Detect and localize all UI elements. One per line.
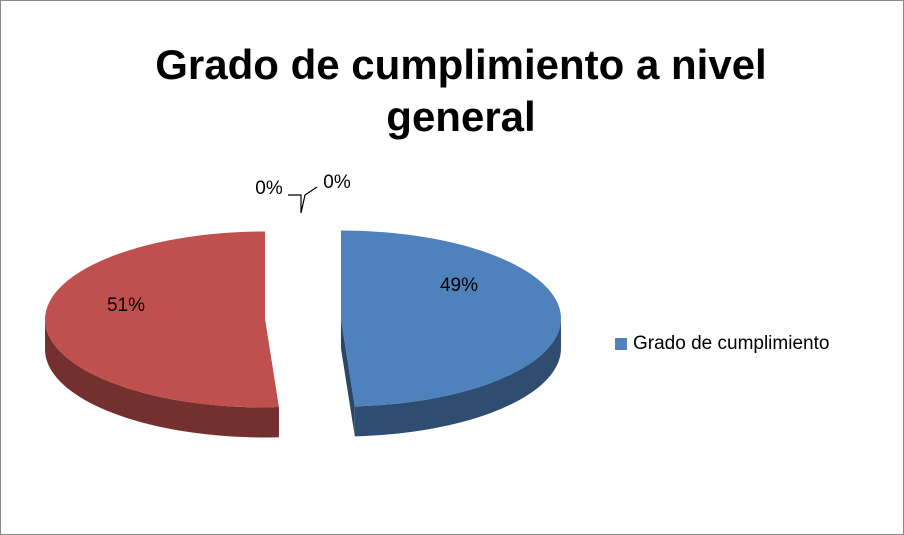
leader-line <box>288 186 318 214</box>
data-label: 51% <box>107 295 145 316</box>
slice-top <box>45 231 279 408</box>
legend-label: Grado de cumplimiento <box>633 333 829 354</box>
pie-slice <box>45 231 279 438</box>
data-label: 0% <box>323 172 351 193</box>
pie-slice <box>340 230 561 437</box>
slice-top <box>340 230 561 407</box>
chart-title: Grado de cumplimiento a nivel general <box>155 41 767 140</box>
slice-wall <box>340 318 355 437</box>
data-label: 0% <box>255 178 283 199</box>
slice-side <box>354 318 561 437</box>
data-label: 49% <box>440 275 478 296</box>
slice-side <box>45 319 279 438</box>
legend-swatch <box>615 338 627 350</box>
